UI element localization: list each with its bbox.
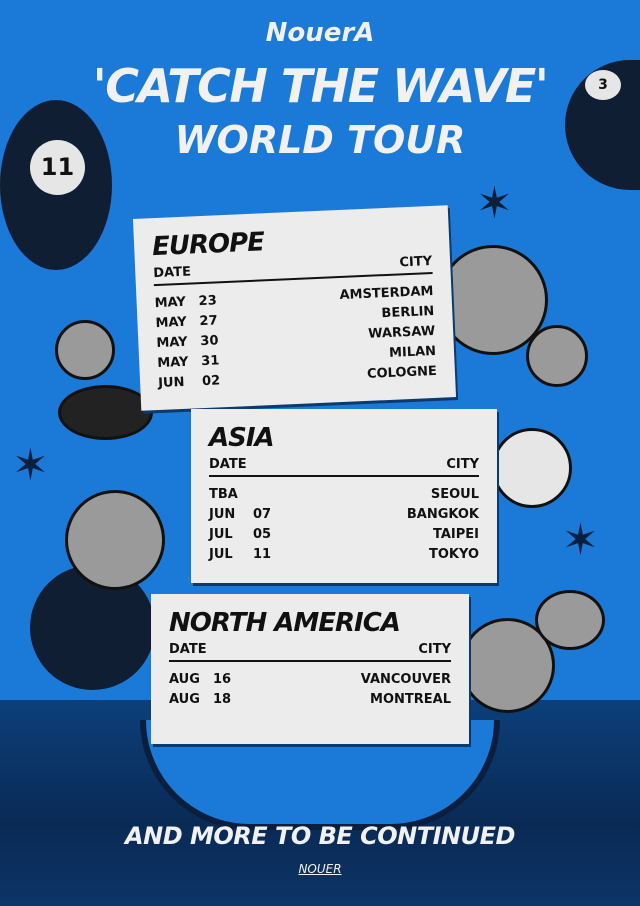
city-list: VANCOUVER MONTREAL: [361, 670, 451, 710]
cartoon-beanie-character-icon: [460, 618, 555, 713]
cartoon-blob-character-icon: [535, 590, 605, 650]
vinyl-record-icon: [58, 385, 153, 440]
star-icon: ✶: [476, 178, 513, 229]
star-icon: ✶: [562, 515, 599, 566]
date-header: DATE: [169, 642, 207, 657]
star-icon: ✶: [12, 440, 49, 491]
date-item: TBA: [209, 487, 238, 502]
cartoon-kid-character-icon: [526, 325, 588, 387]
footer-tagline: AND MORE TO BE CONTINUED: [125, 822, 515, 850]
date-item: MAY 23: [154, 293, 218, 312]
asia-dates-card: ASIA DATE CITY TBA JUN 07 JUL 05 JUL 11 SEOU…: [191, 409, 497, 583]
city-item: BANGKOK: [406, 507, 479, 522]
europe-dates-card: EUROPE DATE CITY MAY 23 MAY 27 MAY 30 MAY 31 …: [132, 205, 457, 411]
date-list: MAY 23 MAY 27 MAY 30 MAY 31 JUN 02: [154, 291, 220, 394]
city-item: COLOGNE: [366, 363, 438, 382]
city-item: SEOUL: [430, 487, 479, 502]
date-item: JUL 11: [209, 547, 272, 562]
city-item: MONTREAL: [370, 692, 451, 707]
ball-number: 11: [30, 140, 85, 195]
date-item: JUN 02: [157, 373, 221, 392]
tour-title: 'CATCH THE WAVE': [92, 59, 549, 113]
city-header: CITY: [418, 642, 451, 657]
city-header: CITY: [446, 457, 479, 472]
tour-subtitle: WORLD TOUR: [174, 118, 466, 162]
city-header: CITY: [399, 253, 433, 271]
date-item: JUN 07: [209, 507, 272, 522]
bunny-badge-icon: [492, 428, 572, 508]
brand-name: NouerA: [265, 18, 375, 48]
city-item: TAIPEI: [432, 527, 479, 542]
date-list: AUG 16 AUG 18: [169, 670, 231, 710]
city-item: VANCOUVER: [360, 672, 451, 687]
date-item: AUG 16: [169, 672, 232, 687]
date-item: AUG 18: [169, 692, 232, 707]
north-america-dates-card: NORTH AMERICA DATE CITY AUG 16 AUG 18 VANCO…: [151, 594, 469, 744]
cartoon-wolf-character-icon: [65, 490, 165, 590]
date-item: MAY 30: [156, 333, 219, 352]
city-list: AMSTERDAM BERLIN WARSAW MILAN COLOGNE: [339, 282, 437, 386]
date-item: MAY 31: [156, 353, 220, 372]
region-title: NORTH AMERICA: [169, 608, 401, 638]
signature-logo: NOUER: [298, 862, 342, 876]
city-item: TOKYO: [429, 547, 479, 562]
region-title: ASIA: [209, 423, 275, 453]
date-item: JUL 05: [209, 527, 272, 542]
date-item: MAY 27: [155, 313, 218, 332]
cartoon-cat-character-icon: [55, 320, 115, 380]
ball-number: 3: [585, 70, 621, 100]
city-list: SEOUL BANGKOK TAIPEI TOKYO: [407, 485, 479, 565]
pool-ball-11-icon: 11: [0, 100, 112, 270]
date-header: DATE: [153, 264, 192, 282]
date-list: TBA JUN 07 JUL 05 JUL 11: [209, 485, 271, 565]
date-header: DATE: [209, 457, 247, 472]
